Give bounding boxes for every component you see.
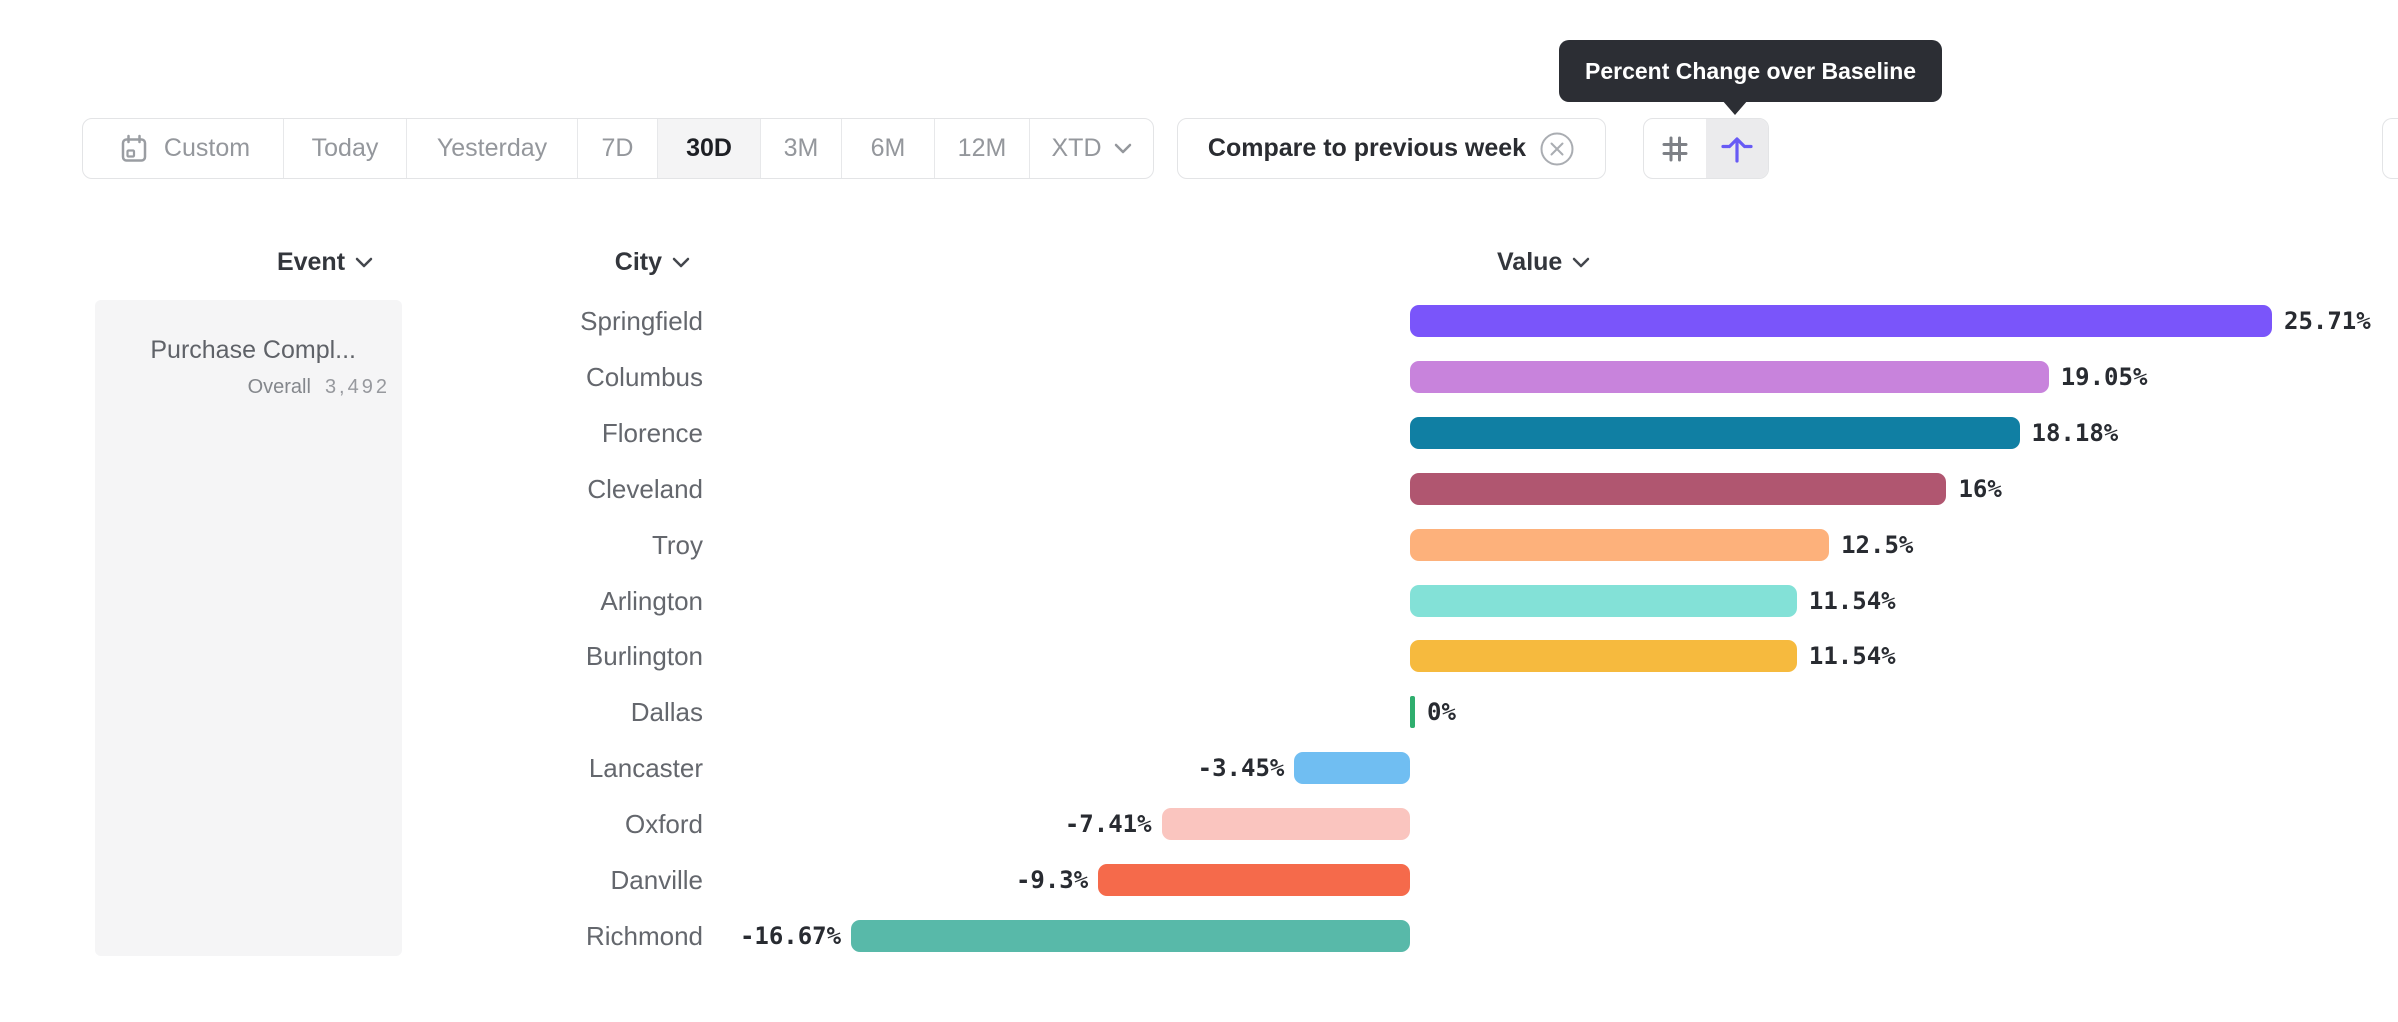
date-range-label: 6M xyxy=(870,134,906,162)
chart-row-columbus: Columbus 19.05% xyxy=(0,349,2398,405)
hash-icon xyxy=(1658,132,1692,166)
value-label-burlington: 11.54% xyxy=(1808,642,1896,671)
chart-row-burlington: Burlington 11.54% xyxy=(0,628,2398,684)
grid-view-button[interactable] xyxy=(1644,119,1706,178)
bar-columbus[interactable] xyxy=(1410,360,2049,393)
bar-richmond[interactable] xyxy=(851,919,1410,952)
compare-label: Compare to previous week xyxy=(1207,134,1527,162)
date-range-control: Custom Today Yesterday 7D 30D 3M 6M 12M XTD xyxy=(82,118,1154,179)
bar-dallas[interactable] xyxy=(1410,696,1415,729)
date-range-label: Custom xyxy=(163,134,251,162)
date-range-label: 3M xyxy=(783,134,819,162)
date-range-7d[interactable]: 7D xyxy=(578,119,658,178)
bar-florence[interactable] xyxy=(1410,416,2020,449)
date-range-xtd[interactable]: XTD xyxy=(1030,119,1153,178)
date-range-30d[interactable]: 30D xyxy=(658,119,761,178)
tooltip-text: Percent Change over Baseline xyxy=(1585,58,1917,84)
event-overall: Overall 3,492 xyxy=(248,376,390,399)
city-label-arlington: Arlington xyxy=(600,585,703,616)
city-label-springfield: Springfield xyxy=(580,306,703,336)
city-label-dallas: Dallas xyxy=(630,697,703,728)
close-circle-icon[interactable] xyxy=(1539,131,1575,167)
chart-row-lancaster: Lancaster -3.45% xyxy=(0,740,2398,796)
column-header-event[interactable]: Event xyxy=(255,246,395,278)
city-label-oxford: Oxford xyxy=(624,809,703,840)
date-range-yesterday[interactable]: Yesterday xyxy=(407,119,578,178)
date-range-label: 12M xyxy=(957,134,1007,162)
date-range-3m[interactable]: 3M xyxy=(761,119,842,178)
bar-danville[interactable] xyxy=(1098,864,1410,896)
chevron-down-icon xyxy=(1114,143,1132,154)
tooltip-arrow xyxy=(1722,100,1748,115)
chart-row-cleveland: Cleveland 16% xyxy=(0,461,2398,517)
city-label-lancaster: Lancaster xyxy=(588,753,703,784)
value-label-florence: 18.18% xyxy=(2031,418,2119,447)
column-header-value[interactable]: Value xyxy=(1497,246,1590,278)
value-label-danville: -9.3% xyxy=(1015,866,1089,894)
date-range-today[interactable]: Today xyxy=(284,119,407,178)
value-label-troy: 12.5% xyxy=(1841,530,1914,559)
compare-chip[interactable]: Compare to previous week xyxy=(1177,118,1606,179)
chart-row-dallas: Dallas 0% xyxy=(0,684,2398,740)
chart-row-troy: Troy 12.5% xyxy=(0,517,2398,573)
column-header-city[interactable]: City xyxy=(540,246,690,278)
value-label-springfield: 25.71% xyxy=(2284,307,2371,335)
bar-cleveland[interactable] xyxy=(1410,472,1947,505)
date-range-label: XTD xyxy=(1051,134,1102,162)
value-label-columbus: 19.05% xyxy=(2060,362,2148,391)
bar-arlington[interactable] xyxy=(1410,584,1797,617)
chart-row-arlington: Arlington 11.54% xyxy=(0,573,2398,629)
date-range-6m[interactable]: 6M xyxy=(842,119,935,178)
city-label-florence: Florence xyxy=(601,417,703,448)
bar-troy[interactable] xyxy=(1410,528,1830,561)
event-title: Purchase Compl... xyxy=(150,336,356,364)
bar-burlington[interactable] xyxy=(1410,640,1797,673)
overall-value: 3,492 xyxy=(324,376,390,398)
value-label-dallas: 0% xyxy=(1427,698,1456,727)
city-label-richmond: Richmond xyxy=(585,920,703,951)
event-card[interactable]: Purchase Compl... Overall 3,492 xyxy=(95,300,402,956)
value-label-arlington: 11.54% xyxy=(1808,586,1896,615)
chart-row-richmond: Richmond -16.67% xyxy=(0,908,2398,964)
city-label-danville: Danville xyxy=(610,865,704,895)
column-header-event-label: Event xyxy=(276,247,346,276)
bar-oxford[interactable] xyxy=(1161,808,1410,841)
date-range-custom[interactable]: Custom xyxy=(83,119,284,178)
chevron-down-icon xyxy=(355,257,373,268)
date-range-label: 7D xyxy=(601,134,634,162)
value-label-lancaster: -3.45% xyxy=(1197,754,1285,783)
chart-row-springfield: Springfield 25.71% xyxy=(0,293,2398,349)
arrow-up-baseline-icon xyxy=(1720,132,1754,166)
value-label-oxford: -7.41% xyxy=(1064,810,1152,839)
city-label-columbus: Columbus xyxy=(585,361,703,392)
percent-change-view-button[interactable] xyxy=(1706,119,1768,178)
calendar-icon xyxy=(116,131,152,167)
tooltip-percent-change: Percent Change over Baseline xyxy=(1559,40,1943,102)
date-range-label: Yesterday xyxy=(436,134,548,162)
date-range-label: Today xyxy=(311,134,379,162)
column-header-value-label: Value xyxy=(1497,247,1563,276)
chevron-down-icon xyxy=(672,257,690,268)
chart-row-florence: Florence 18.18% xyxy=(0,405,2398,461)
city-label-troy: Troy xyxy=(651,529,703,560)
city-label-burlington: Burlington xyxy=(585,641,703,672)
chevron-down-icon xyxy=(1572,257,1590,268)
chart-row-danville: Danville -9.3% xyxy=(0,852,2398,908)
value-label-cleveland: 16% xyxy=(1958,474,2002,503)
view-toggle-group xyxy=(1643,118,1769,179)
chart-row-oxford: Oxford -7.41% xyxy=(0,796,2398,852)
column-header-city-label: City xyxy=(614,247,662,276)
date-range-12m[interactable]: 12M xyxy=(935,119,1030,178)
overall-label: Overall xyxy=(247,376,311,398)
bar-lancaster[interactable] xyxy=(1294,752,1410,785)
date-range-label: 30D xyxy=(686,134,732,162)
bar-springfield[interactable] xyxy=(1410,305,2272,337)
value-label-richmond: -16.67% xyxy=(739,921,842,950)
partial-button-right-edge[interactable] xyxy=(2382,118,2398,179)
city-label-cleveland: Cleveland xyxy=(587,473,703,504)
